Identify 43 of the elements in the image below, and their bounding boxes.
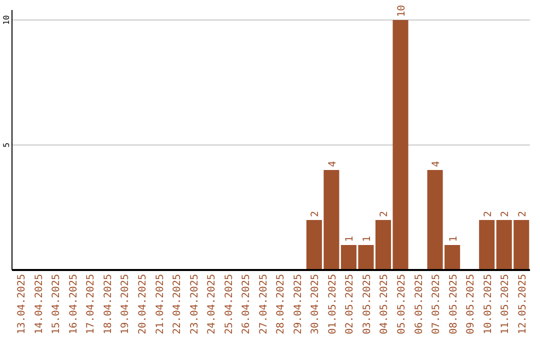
x-tick-label: 02.05.2025: [344, 274, 356, 334]
data-label: 2: [482, 210, 494, 217]
x-tick-label: 14.04.2025: [34, 274, 45, 334]
x-tick-label: 13.04.2025: [16, 274, 28, 334]
data-label: 2: [517, 210, 528, 217]
y-tick-label: 5: [2, 142, 11, 148]
x-tick-label: 08.05.2025: [448, 274, 460, 334]
x-tick-label: 15.04.2025: [51, 274, 62, 334]
x-tick-label: 19.04.2025: [120, 274, 132, 334]
data-label: 1: [362, 236, 373, 242]
x-tick-label: 01.05.2025: [327, 274, 338, 334]
x-tick-label: 20.04.2025: [138, 274, 148, 334]
x-tick-label: 17.04.2025: [86, 274, 97, 334]
data-label: 1: [344, 236, 356, 242]
x-tick-label: 12.05.2025: [517, 274, 528, 334]
x-tick-label: 04.05.2025: [379, 274, 390, 334]
data-label: 2: [310, 210, 322, 217]
x-tick-label: 24.04.2025: [206, 274, 218, 334]
x-tick-label: 05.05.2025: [396, 274, 408, 334]
x-tick-label: 23.04.2025: [189, 274, 200, 334]
x-tick-label: 30.04.2025: [310, 274, 322, 334]
data-label: 2: [379, 210, 390, 217]
x-tick-label: 10.05.2025: [482, 274, 494, 334]
x-tick-label: 11.05.2025: [500, 274, 512, 334]
x-tick-label: 26.04.2025: [241, 274, 252, 334]
bar: [479, 220, 495, 270]
data-label: 4: [327, 160, 338, 167]
x-tick-label: 16.04.2025: [68, 274, 80, 334]
data-label: 10: [396, 4, 408, 17]
x-tick-label: 06.05.2025: [414, 274, 425, 334]
x-tick-label: 09.05.2025: [466, 274, 477, 334]
data-label: 4: [431, 160, 442, 167]
x-tick-label: 29.04.2025: [292, 274, 304, 334]
data-label: 2: [500, 210, 512, 217]
x-tick-label: 25.04.2025: [224, 274, 235, 334]
x-tick-label: 07.05.2025: [431, 274, 442, 334]
x-tick-label: 03.05.2025: [362, 274, 373, 334]
x-tick-label: 21.04.2025: [154, 274, 166, 334]
data-label: 1: [448, 236, 460, 242]
x-tick-label: 28.04.2025: [276, 274, 287, 334]
x-tick-label: 22.04.2025: [172, 274, 184, 334]
x-tick-label: 18.04.2025: [102, 274, 114, 334]
x-tick-label: 27.04.2025: [258, 274, 270, 334]
